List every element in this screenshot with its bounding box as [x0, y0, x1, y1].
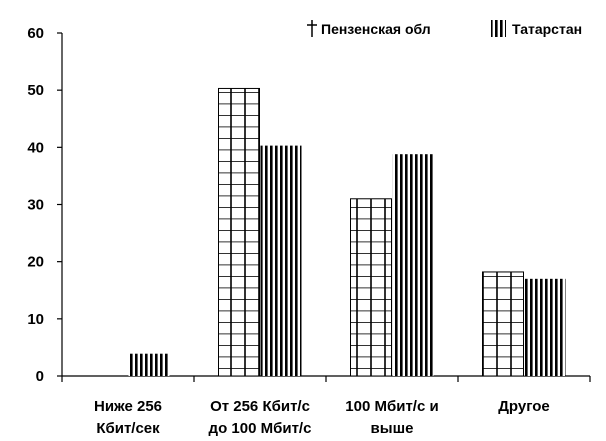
- category-label: От 256 Кбит/с до 100 Мбит/с: [209, 398, 312, 437]
- y-tick-label: 40: [27, 139, 44, 156]
- category-label: Ниже 256 Кбит/сек: [94, 398, 162, 437]
- bar-series2: [392, 154, 434, 376]
- legend-swatch-series2: [491, 20, 506, 37]
- category-label: 100 Мбит/с и выше: [345, 398, 438, 437]
- category-label-line: Другое: [498, 398, 550, 415]
- legend-label: Пензенская обл: [321, 21, 431, 37]
- bar-series1: [350, 198, 392, 377]
- category-label-line: Кбит/сек: [96, 420, 160, 437]
- y-tick-label: 10: [27, 311, 44, 328]
- bars: [128, 87, 566, 377]
- y-tick-label: 60: [27, 25, 44, 42]
- category-label-line: до 100 Мбит/с: [209, 420, 312, 437]
- bar-series2: [524, 278, 566, 376]
- bar-series1: [218, 87, 260, 377]
- y-tick-label: 30: [27, 197, 44, 214]
- legend: Пензенская обл Татарстан: [307, 20, 582, 37]
- bar-series1: [482, 271, 524, 377]
- category-label-line: От 256 Кбит/с: [210, 398, 310, 415]
- y-tick-label: 20: [27, 254, 44, 271]
- category-label-line: 100 Мбит/с и: [345, 398, 438, 415]
- legend-label: Татарстан: [512, 21, 582, 37]
- bar-series2: [128, 353, 170, 376]
- y-tick-label: 50: [27, 82, 44, 99]
- bar-series2: [260, 145, 302, 376]
- category-labels: Ниже 256 Кбит/сек От 256 Кбит/с до 100 Мбит…: [94, 398, 550, 437]
- y-tick-label: 0: [36, 368, 44, 385]
- category-label-line: выше: [371, 420, 414, 437]
- category-label-line: Ниже 256: [94, 398, 162, 415]
- category-label: Другое: [498, 398, 550, 415]
